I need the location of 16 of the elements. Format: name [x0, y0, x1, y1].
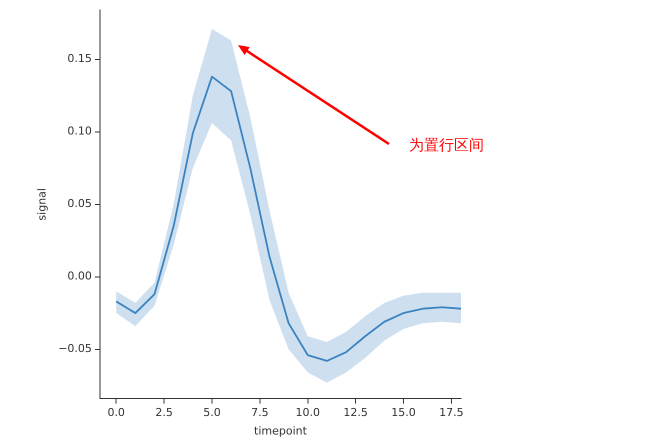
y-axis-title: signal — [35, 188, 48, 221]
annotation: 为置行区间 — [409, 136, 484, 154]
x-tick-label: 7.5 — [251, 406, 269, 420]
x-tick-label: 15.0 — [391, 406, 416, 420]
y-tick-label: −0.05 — [58, 342, 92, 356]
x-tick-label: 2.5 — [155, 406, 173, 420]
x-axis-title: timepoint — [254, 424, 308, 438]
x-tick-label: 10.0 — [296, 406, 320, 420]
y-tick-label: 0.10 — [67, 124, 92, 138]
y-tick-label: 0.15 — [67, 52, 92, 66]
x-tick-label: 5.0 — [203, 406, 221, 420]
x-tick-label: 0.0 — [107, 406, 125, 420]
y-tick-label: 0.00 — [67, 270, 92, 283]
x-tick-label: 17.5 — [439, 406, 464, 420]
y-tick-label: 0.05 — [67, 197, 92, 210]
x-tick-label: 12.5 — [343, 406, 368, 420]
